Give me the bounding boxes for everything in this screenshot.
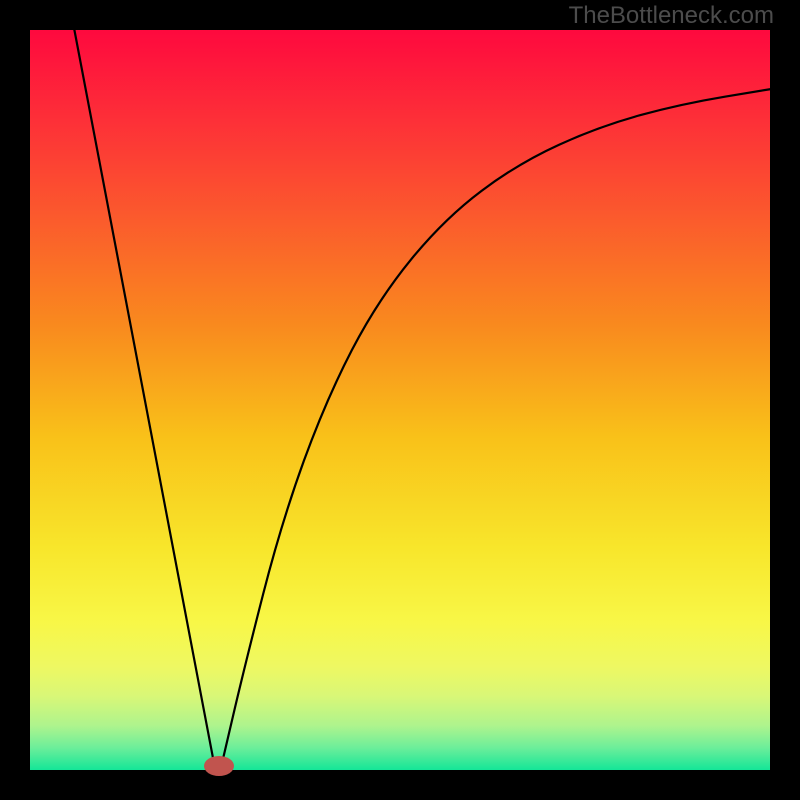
watermark-text: TheBottleneck.com bbox=[569, 2, 774, 30]
chart-root: TheBottleneck.com bbox=[0, 0, 800, 800]
curve-svg bbox=[30, 30, 770, 770]
plot-area bbox=[30, 30, 770, 770]
bottleneck-curve bbox=[74, 30, 770, 770]
vertex-marker bbox=[204, 756, 234, 776]
